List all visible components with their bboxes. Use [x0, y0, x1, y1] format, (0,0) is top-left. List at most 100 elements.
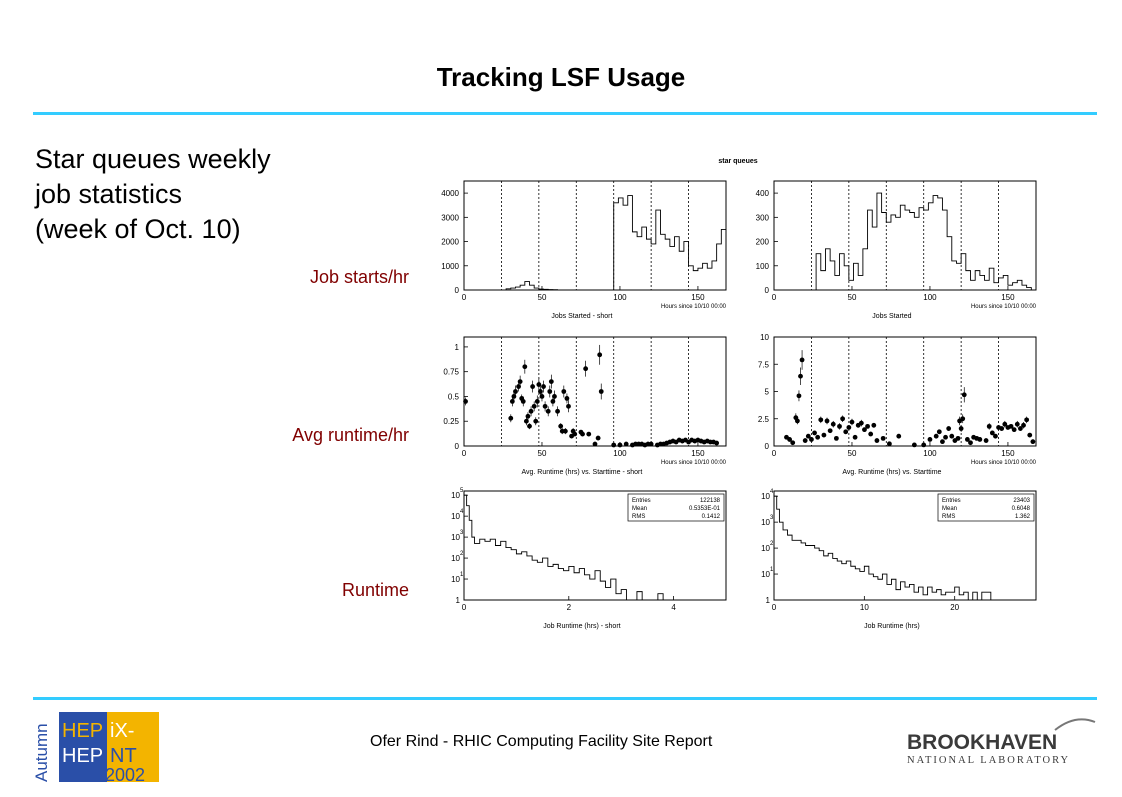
x-tick-label: 150	[691, 293, 705, 302]
data-point	[815, 434, 821, 440]
x-tick-label: 50	[848, 449, 857, 458]
x-tick-label: 100	[613, 293, 627, 302]
data-point	[516, 384, 521, 389]
chart-starts_all: 0 50 100 150 0 100 200 300 400 Hours since 10/10 …	[756, 180, 1037, 320]
y-tick-label: 1000	[441, 262, 459, 271]
y-tick-label: 0	[765, 286, 770, 295]
y-tick-label: 0.75	[443, 368, 459, 377]
y-tick-label: 10	[451, 512, 460, 521]
data-point	[871, 422, 877, 428]
data-point	[548, 379, 554, 384]
data-point	[536, 382, 542, 387]
y-tick-label: 2000	[441, 238, 459, 247]
chart-caption: Job Runtime (hrs) - short	[543, 623, 620, 630]
x-axis-label: Hours since 10/10 00:00	[971, 460, 1037, 466]
plot-frame	[463, 336, 727, 447]
y-tick-exponent: 3	[770, 515, 774, 521]
data-point	[530, 384, 536, 389]
x-tick-label: 50	[848, 293, 857, 302]
x-axis-label: Hours since 10/10 00:00	[661, 304, 727, 310]
stats-label: RMS	[942, 514, 955, 520]
data-point	[598, 389, 604, 394]
series-line	[464, 195, 726, 291]
data-point	[566, 403, 571, 409]
data-point	[812, 430, 817, 436]
data-point	[511, 394, 517, 399]
data-point	[597, 352, 603, 358]
data-point	[983, 438, 989, 443]
x-tick-label: 50	[538, 293, 547, 302]
data-point	[796, 393, 802, 399]
x-tick-label: 10	[860, 603, 869, 612]
data-point	[583, 366, 589, 372]
stats-value: 1.362	[1015, 514, 1031, 520]
stats-value: 0.1412	[702, 514, 721, 520]
plot-frame	[463, 180, 727, 291]
data-point	[572, 431, 578, 437]
slide-title: Tracking LSF Usage	[436, 62, 686, 92]
subtitle-line: job statistics	[35, 179, 183, 209]
y-tick-label: 300	[756, 213, 770, 222]
data-point	[896, 433, 902, 439]
y-tick-label: 1	[456, 596, 461, 605]
x-tick-label: 0	[772, 603, 777, 612]
data-point	[927, 437, 933, 442]
data-point	[517, 379, 523, 384]
hepix-text-ix: iX-	[110, 720, 134, 742]
data-point	[943, 434, 948, 440]
data-point	[865, 423, 870, 429]
hepix-side-text: Autumn	[33, 723, 51, 782]
data-point	[887, 441, 892, 447]
data-point	[611, 442, 617, 448]
chart-caption: Jobs Started	[872, 313, 911, 320]
data-point	[562, 428, 568, 434]
y-tick-label: 4000	[441, 189, 459, 198]
y-tick-label: 10	[451, 554, 460, 563]
hepix-text-year: 2002	[105, 765, 145, 784]
data-point	[837, 423, 842, 429]
x-tick-label: 0	[462, 449, 467, 458]
data-point	[592, 441, 598, 447]
y-tick-exponent: 4	[770, 489, 774, 495]
data-point	[809, 437, 814, 442]
data-point	[989, 430, 995, 436]
x-tick-label: 4	[671, 603, 676, 612]
bnl-name: BROOKHAVEN	[907, 731, 1057, 754]
x-tick-label: 150	[691, 449, 705, 458]
data-point	[833, 435, 839, 441]
x-tick-label: 150	[1001, 449, 1015, 458]
row-label-runtime: Runtime	[341, 580, 409, 600]
stats-label: Mean	[632, 506, 647, 512]
data-point	[827, 428, 833, 434]
data-point	[1008, 423, 1014, 429]
data-point	[821, 432, 827, 438]
hepix-text-hep: HEP	[62, 720, 103, 742]
y-tick-label: 10	[761, 492, 770, 501]
chart-runtime_short: 0 50 100 150 0 0.25 0.5 0.75 1 Hours since 10/10 …	[443, 336, 727, 476]
stats-value: 23403	[1013, 498, 1030, 504]
data-point	[986, 423, 992, 429]
data-point	[849, 419, 855, 425]
row-label-job-starts: Job starts/hr	[309, 267, 409, 287]
chart-caption: Avg. Runtime (hrs) vs. Starttime - short	[521, 469, 642, 476]
series-line	[774, 495, 1036, 601]
x-tick-label: 0	[462, 293, 467, 302]
data-point	[794, 418, 800, 424]
y-tick-label: 200	[756, 238, 770, 247]
data-point	[525, 413, 531, 419]
data-point	[968, 440, 973, 446]
y-tick-label: 3000	[441, 213, 459, 222]
hepix-text-nt: NT	[110, 745, 137, 767]
x-tick-label: 100	[923, 293, 937, 302]
data-point	[531, 403, 537, 409]
chart-caption: Jobs Started - short	[551, 313, 612, 320]
data-point	[586, 431, 592, 437]
data-point	[623, 441, 629, 447]
y-tick-label: 0	[455, 286, 460, 295]
data-point	[946, 426, 952, 431]
data-point	[648, 441, 654, 447]
y-tick-label: 1	[766, 596, 771, 605]
top-divider	[33, 112, 1097, 115]
